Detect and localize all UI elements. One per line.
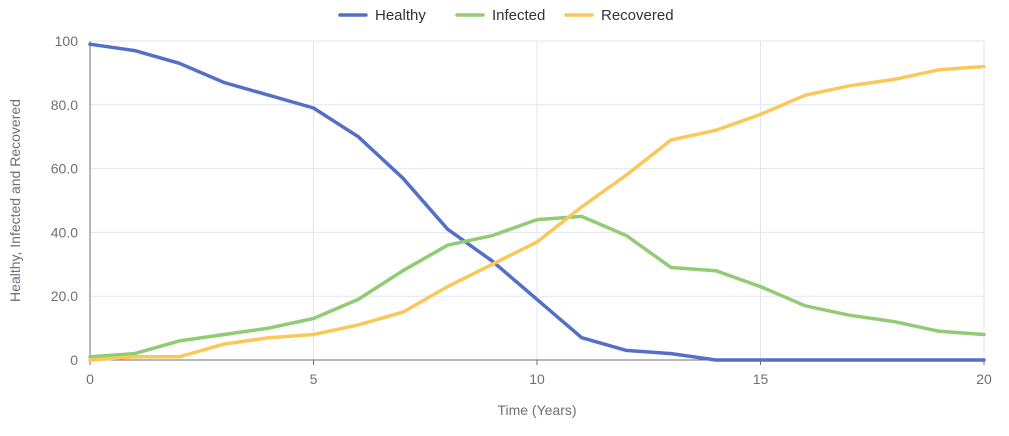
series-line-healthy[interactable] — [88, 42, 986, 362]
series-line-recovered[interactable] — [88, 64, 986, 362]
y-tick-label: 60.0 — [51, 161, 78, 177]
x-tick-label: 5 — [310, 371, 318, 387]
y-tick-label: 80.0 — [51, 97, 78, 113]
x-tick-label: 0 — [86, 371, 94, 387]
y-tick-label: 20.0 — [51, 288, 78, 304]
legend-item-healthy[interactable]: Healthy — [338, 7, 426, 24]
legend-item-recovered[interactable]: Recovered — [564, 7, 674, 24]
grid-lines — [90, 40, 985, 360]
y-axis-title: Healthy, Infected and Recovered — [7, 99, 23, 302]
legend-item-infected[interactable]: Infected — [455, 7, 545, 24]
legend[interactable]: Healthy Infected Recovered — [338, 7, 674, 24]
y-tick-label: 100 — [55, 33, 79, 49]
x-axis-title: Time (Years) — [497, 402, 576, 418]
x-tick-label: 15 — [753, 371, 769, 387]
x-tick-label: 20 — [976, 371, 992, 387]
series-lines — [88, 42, 986, 362]
legend-label: Healthy — [375, 7, 426, 24]
x-tick-label: 10 — [529, 371, 545, 387]
legend-label: Infected — [492, 7, 545, 24]
legend-label: Recovered — [601, 7, 674, 24]
y-tick-label: 40.0 — [51, 224, 78, 240]
series-line-infected[interactable] — [88, 214, 986, 359]
y-tick-label: 0 — [70, 352, 78, 368]
